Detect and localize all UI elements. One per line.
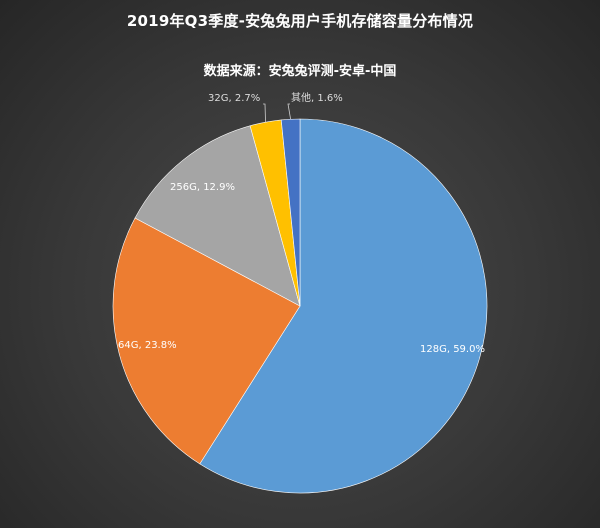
leader-line-32G [263,103,266,123]
data-label-128G: 128G, 59.0% [420,344,485,355]
pie-slice-128G [199,118,488,494]
data-label-64G: 64G, 23.8% [118,340,177,351]
chart-subtitle: 数据来源：安兔兔评测-安卓-中国 [203,64,397,79]
chart-title: 2019年Q3季度-安兔兔用户手机存储容量分布情况 [126,12,474,30]
data-label-32G: 32G, 2.7% [208,93,260,104]
data-label-256G: 256G, 12.9% [170,182,235,193]
data-label-其他: 其他, 1.6% [291,91,343,104]
pie-slice-64G [112,217,301,465]
leader-line-其他 [287,103,291,120]
pie-slice-256G [134,125,301,307]
